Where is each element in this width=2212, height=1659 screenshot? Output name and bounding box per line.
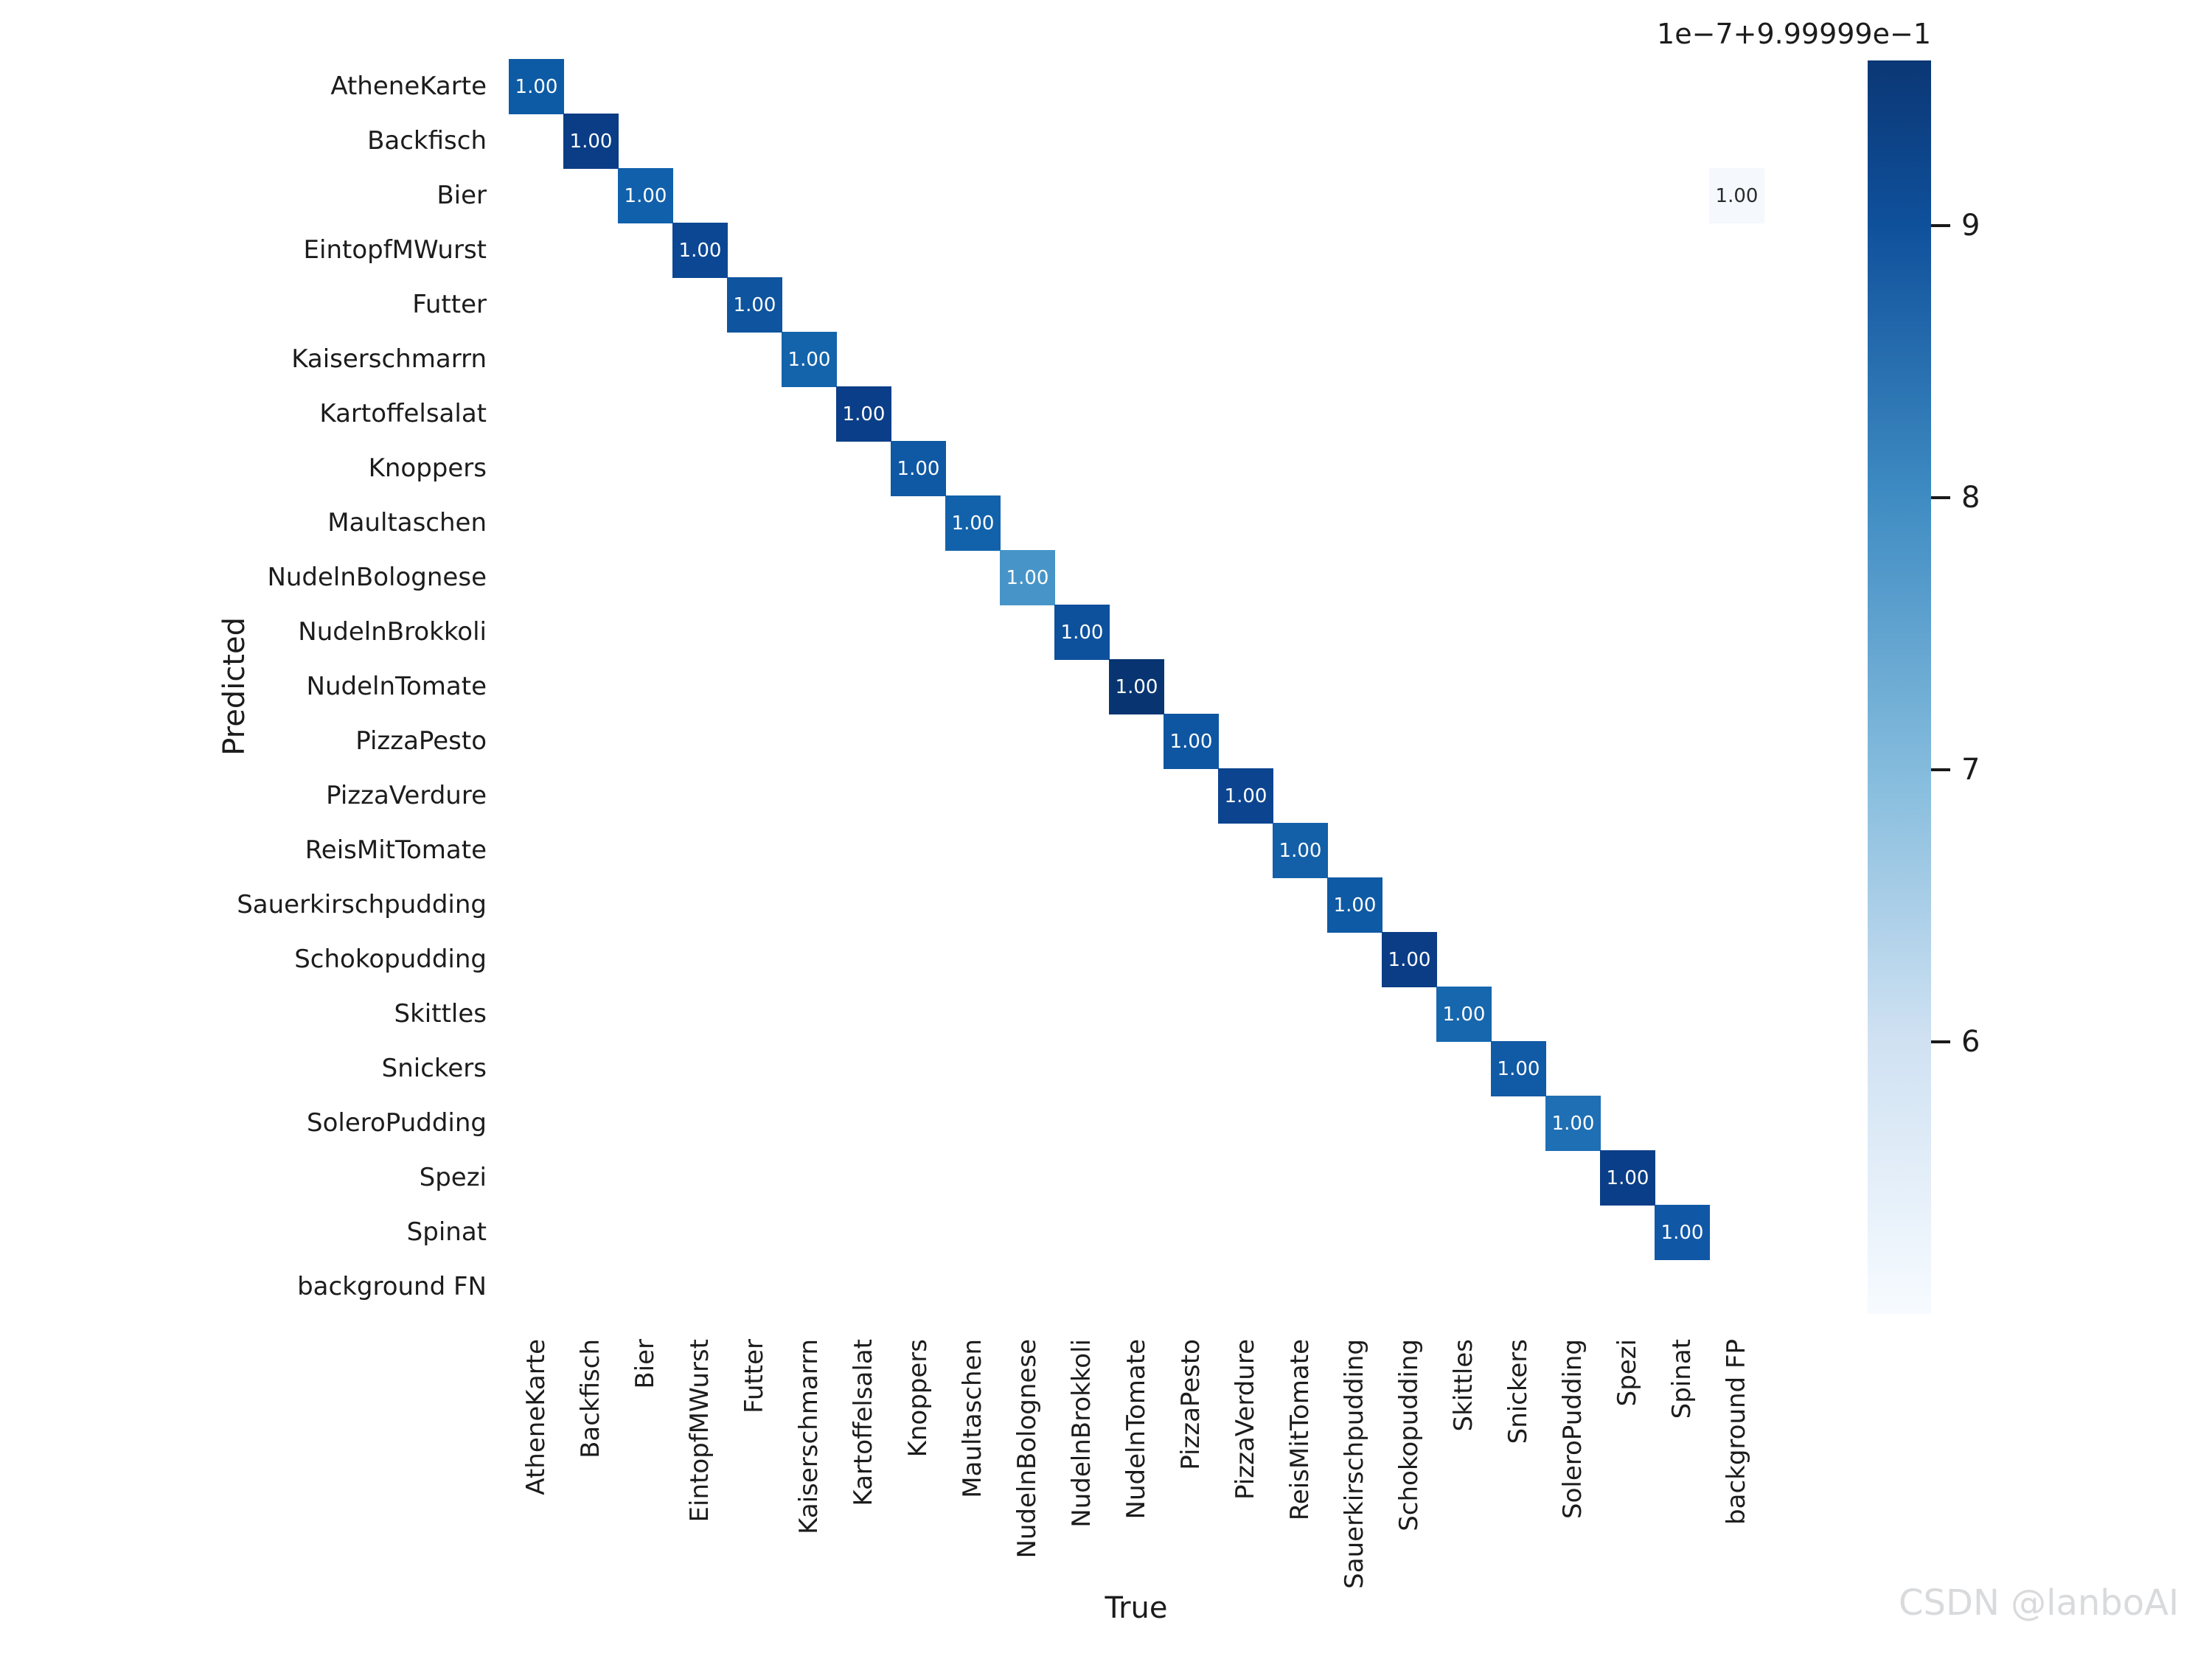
col-label: Sauerkirschpudding	[1340, 1339, 1369, 1589]
colorbar-tick-label: 8	[1961, 481, 1980, 515]
col-label: SoleroPudding	[1558, 1339, 1587, 1519]
heatmap-cell: 1.00	[509, 59, 564, 114]
heatmap-cell: 1.00	[1164, 714, 1219, 769]
heatmap-cell: 1.00	[891, 441, 946, 496]
col-label: Spezi	[1613, 1339, 1642, 1407]
colorbar-tick-label: 9	[1961, 209, 1980, 243]
heatmap-cell: 1.00	[1054, 605, 1110, 660]
row-label: Skittles	[394, 999, 487, 1029]
heatmap-cell: 1.00	[1655, 1205, 1710, 1260]
col-label: Schokopudding	[1394, 1339, 1424, 1531]
colorbar-tickmark	[1931, 496, 1950, 500]
colorbar-tickmark	[1931, 224, 1950, 228]
col-label: PizzaPesto	[1176, 1339, 1206, 1470]
col-label: background FP	[1722, 1339, 1751, 1525]
row-label: NudelnBrokkoli	[298, 617, 487, 647]
heatmap-cell: 1.00	[672, 223, 728, 278]
col-label: Maultaschen	[958, 1339, 987, 1498]
colorbar-offset-title: 1e−7+9.99999e−1	[1657, 18, 1931, 50]
row-label: EintopfMWurst	[303, 235, 487, 265]
row-label: Maultaschen	[327, 508, 487, 538]
heatmap-cell: 1.00	[1600, 1150, 1655, 1206]
heatmap-cell: 1.00	[1273, 823, 1328, 878]
col-label: AtheneKarte	[521, 1339, 551, 1495]
colorbar-tick-label: 6	[1961, 1025, 1980, 1060]
heatmap-cell: 1.00	[1709, 168, 1764, 223]
col-label: Backfisch	[576, 1339, 605, 1458]
heatmap-cell: 1.00	[782, 332, 837, 387]
col-label: Kaiserschmarrn	[794, 1339, 824, 1534]
row-label: Snickers	[381, 1054, 487, 1083]
row-label: Futter	[412, 290, 487, 319]
col-label: Spinat	[1667, 1339, 1697, 1419]
col-label: NudelnBrokkoli	[1067, 1339, 1096, 1528]
heatmap-cell: 1.00	[727, 277, 782, 333]
col-label: EintopfMWurst	[685, 1339, 714, 1523]
heatmap-cell: 1.00	[563, 114, 619, 169]
row-label: Sauerkirschpudding	[237, 890, 487, 919]
colorbar	[1868, 60, 1931, 1314]
row-label: Backfisch	[367, 126, 487, 156]
col-label: NudelnTomate	[1121, 1339, 1151, 1520]
row-label: PizzaPesto	[355, 726, 487, 756]
col-label: Skittles	[1449, 1339, 1478, 1432]
heatmap-cell: 1.00	[1436, 987, 1492, 1042]
x-axis-title: True	[1105, 1591, 1168, 1625]
heatmap-cell: 1.00	[618, 168, 673, 223]
col-label: Futter	[740, 1339, 769, 1413]
row-label: NudelnTomate	[306, 672, 487, 701]
colorbar-tickmark	[1931, 1040, 1950, 1044]
row-label: Schokopudding	[294, 945, 487, 974]
heatmap-cell: 1.00	[1218, 768, 1273, 824]
y-axis-title-text: Predicted	[218, 617, 251, 756]
row-label: background FN	[297, 1272, 487, 1301]
heatmap-cell: 1.00	[1382, 932, 1437, 987]
row-label: Kartoffelsalat	[319, 399, 487, 428]
heatmap-cell: 1.00	[836, 386, 891, 442]
col-label: ReisMitTomate	[1285, 1339, 1315, 1521]
heatmap-cell: 1.00	[1000, 550, 1055, 605]
heatmap-cell: 1.00	[945, 495, 1001, 551]
row-label: AtheneKarte	[330, 72, 487, 101]
heatmap-cell: 1.00	[1327, 877, 1382, 933]
col-label: Snickers	[1503, 1339, 1533, 1444]
row-label: NudelnBolognese	[267, 563, 487, 592]
row-label: PizzaVerdure	[326, 781, 487, 810]
row-label: Spezi	[419, 1163, 487, 1192]
col-label: Knoppers	[903, 1339, 933, 1458]
row-label: Knoppers	[368, 453, 487, 483]
col-label: PizzaVerdure	[1231, 1339, 1260, 1500]
row-label: SoleroPudding	[307, 1108, 487, 1138]
col-label: NudelnBolognese	[1012, 1339, 1042, 1559]
row-label: Kaiserschmarrn	[291, 344, 487, 374]
row-label: Bier	[437, 181, 487, 210]
y-axis-title: Predicted	[212, 465, 257, 908]
colorbar-tickmark	[1931, 768, 1950, 772]
heatmap-cell: 1.00	[1109, 659, 1164, 714]
row-label: ReisMitTomate	[305, 835, 487, 865]
watermark: CSDN @lanboAI	[1899, 1582, 2180, 1624]
col-label: Kartoffelsalat	[849, 1339, 878, 1506]
heatmap-cell: 1.00	[1545, 1096, 1601, 1151]
col-label: Bier	[630, 1339, 660, 1389]
heatmap-cell: 1.00	[1491, 1041, 1546, 1096]
row-label: Spinat	[406, 1217, 487, 1247]
colorbar-tick-label: 7	[1961, 753, 1980, 787]
